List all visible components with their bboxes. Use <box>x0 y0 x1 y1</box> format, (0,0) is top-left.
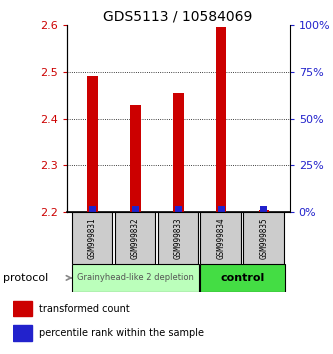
Title: GDS5113 / 10584069: GDS5113 / 10584069 <box>104 10 253 24</box>
Bar <box>87 76 98 212</box>
Bar <box>72 264 199 292</box>
Bar <box>173 93 183 212</box>
Text: protocol: protocol <box>3 273 49 283</box>
Bar <box>200 264 285 292</box>
Bar <box>72 212 112 264</box>
Text: GSM999834: GSM999834 <box>216 217 225 259</box>
Bar <box>158 212 198 264</box>
Text: GSM999833: GSM999833 <box>173 217 183 259</box>
Bar <box>132 206 139 212</box>
Text: control: control <box>220 273 265 283</box>
Bar <box>89 206 96 212</box>
Text: transformed count: transformed count <box>39 304 130 314</box>
Bar <box>200 212 241 264</box>
Bar <box>13 301 32 316</box>
Text: GSM999832: GSM999832 <box>131 217 140 259</box>
Text: percentile rank within the sample: percentile rank within the sample <box>39 328 203 338</box>
Text: GSM999835: GSM999835 <box>259 217 268 259</box>
Text: GSM999831: GSM999831 <box>88 217 97 259</box>
Bar <box>115 212 155 264</box>
Bar <box>217 206 224 212</box>
Bar <box>260 206 267 212</box>
Bar <box>243 212 284 264</box>
Bar <box>175 206 181 212</box>
Bar <box>130 104 141 212</box>
Bar <box>216 27 226 212</box>
Bar <box>13 325 32 341</box>
Text: Grainyhead-like 2 depletion: Grainyhead-like 2 depletion <box>77 273 194 282</box>
Bar <box>259 210 269 212</box>
